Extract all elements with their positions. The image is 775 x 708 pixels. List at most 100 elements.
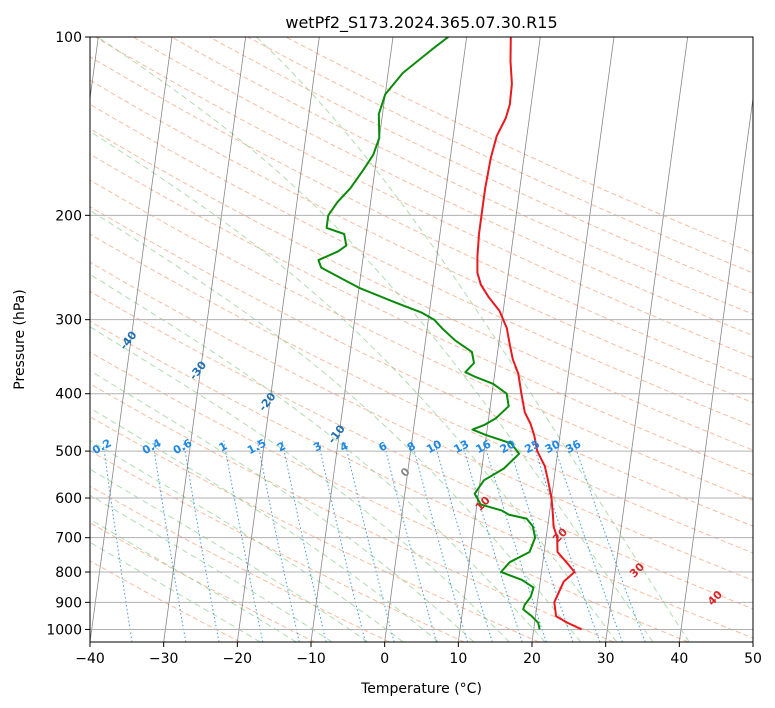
dry-adiabat-line: [90, 450, 465, 642]
moist-adiabat-line: [90, 468, 368, 642]
dry-adiabat-line: [90, 261, 753, 582]
y-tick-label: 400: [55, 387, 82, 403]
x-tick-label: −40: [75, 651, 105, 667]
isotherm-line: [310, 37, 394, 642]
y-tick-label: 500: [55, 444, 82, 460]
moist-adiabat-line: [256, 37, 690, 642]
mixing-ratio-line: [461, 440, 523, 642]
mixing-ratio-label: 13: [452, 437, 472, 456]
dry-adiabat-line: [90, 128, 753, 451]
x-tick-label: 0: [380, 651, 389, 667]
moist-adiabat-line: [90, 273, 546, 642]
y-axis-label: Pressure (hPa): [12, 289, 28, 389]
y-tick-label: 900: [55, 595, 82, 611]
x-tick-label: 50: [744, 651, 762, 667]
y-tick-label: 600: [55, 491, 82, 507]
mixing-ratio-line: [433, 440, 493, 642]
mixing-ratio-line: [317, 440, 366, 642]
mixing-ratio-line: [507, 440, 574, 642]
chart-title: wetPf2_S173.2024.365.07.30.R15: [285, 13, 557, 33]
mixing-ratio-label: 8: [405, 439, 418, 454]
x-tick-label: 30: [597, 651, 615, 667]
moist-adiabat-label: 30: [627, 560, 647, 580]
mixing-ratio-label: 16: [474, 437, 494, 456]
x-axis: −40 −30 −20 −10 0 10 20 30 40 50: [75, 642, 762, 667]
mixing-ratio-label: 6: [376, 439, 389, 454]
pressure-gridlines: [90, 37, 753, 630]
mixing-ratio-line: [281, 440, 327, 642]
dry-adiabat-line: [90, 320, 753, 639]
mixing-ratio-line: [152, 440, 187, 642]
temperature-profile-line: [476, 37, 583, 631]
moist-adiabat-line: [90, 326, 510, 642]
x-tick-label: 10: [449, 651, 467, 667]
moist-adiabat-line: [90, 209, 582, 642]
moist-adiabat-line: [90, 407, 439, 642]
isotherm-line: [384, 37, 468, 642]
mixing-ratio-label: 1: [217, 439, 230, 454]
isotherm-line: [90, 37, 99, 102]
y-tick-label: 800: [55, 565, 82, 581]
dry-adiabat-line: [90, 233, 753, 554]
mixing-ratio-line: [483, 440, 547, 642]
mixing-ratio-line: [102, 440, 133, 642]
x-tick-label: −30: [149, 651, 179, 667]
y-tick-label: 700: [55, 531, 82, 547]
mixing-ratio-label: 4: [338, 439, 351, 454]
dry-adiabat-line: [94, 37, 753, 359]
dry-adiabat-line: [90, 79, 753, 404]
dry-adiabat-line: [285, 37, 753, 254]
isotherm-line: [163, 37, 247, 642]
x-tick-label: 40: [670, 651, 688, 667]
x-tick-label: −10: [296, 651, 326, 667]
moist-adiabat-label: 0: [398, 465, 413, 480]
dry-adiabat-line: [90, 416, 540, 642]
moist-adiabat-line: [90, 541, 261, 642]
mixing-ratio-line: [382, 440, 437, 642]
dewpoint-profile-line: [317, 37, 541, 630]
moist-adiabat-line: [90, 130, 618, 642]
moist-adiabat-line: [90, 439, 404, 642]
mixing-ratio-label: 25: [522, 437, 542, 456]
dry-adiabat-line: [90, 206, 753, 527]
mixing-ratio-line: [344, 440, 395, 642]
mixing-ratio-line: [223, 440, 264, 642]
y-axis: 100 200 300 400 500 600 700 800 900 1000: [46, 30, 90, 638]
dry-adiabat-line: [90, 485, 390, 642]
isotherm-line: [752, 639, 753, 642]
y-tick-label: 200: [55, 208, 82, 224]
dry-adiabat-line: [133, 37, 753, 337]
mixing-ratio-line: [256, 440, 300, 642]
mixing-ratio-label: 3: [311, 439, 324, 454]
dry-adiabat-line: [90, 290, 753, 610]
plot-frame: [89, 36, 754, 643]
mixing-ratio-label: 30: [543, 437, 563, 456]
moist-adiabat-line: [90, 494, 333, 642]
profile-lines: [317, 37, 583, 631]
moist-adiabat-line: [97, 37, 654, 642]
isotherm-label: -60: [0, 244, 4, 268]
dry-adiabat-line: [90, 351, 689, 642]
dry-adiabat-line: [90, 56, 753, 381]
mixing-ratio-label: 0.4: [140, 436, 164, 457]
mixing-ratio-label: 10: [424, 437, 444, 456]
isotherm-label: -30: [187, 358, 210, 382]
isotherm-line: [236, 37, 320, 642]
dry-adiabat-line: [90, 153, 753, 476]
y-tick-label: 300: [55, 313, 82, 329]
mixing-ratio-line: [411, 440, 468, 642]
mixing-ratio-label: 36: [564, 437, 584, 456]
moist-adiabat-line: [90, 518, 297, 642]
mixing-ratio-line: [531, 440, 601, 642]
x-axis-label: Temperature (°C): [360, 681, 482, 697]
isotherm-line: [678, 95, 753, 642]
moist-adiabat-line: [90, 370, 475, 642]
mixing-ratio-label: 20: [498, 437, 518, 456]
mixing-ratio-label: 0.2: [90, 436, 113, 457]
background-lines: [90, 37, 753, 642]
dry-adiabat-line: [90, 103, 753, 427]
isotherm-label: -40: [117, 328, 140, 352]
isotherm-line: [531, 37, 615, 642]
dry-adiabat-line: [171, 37, 753, 315]
